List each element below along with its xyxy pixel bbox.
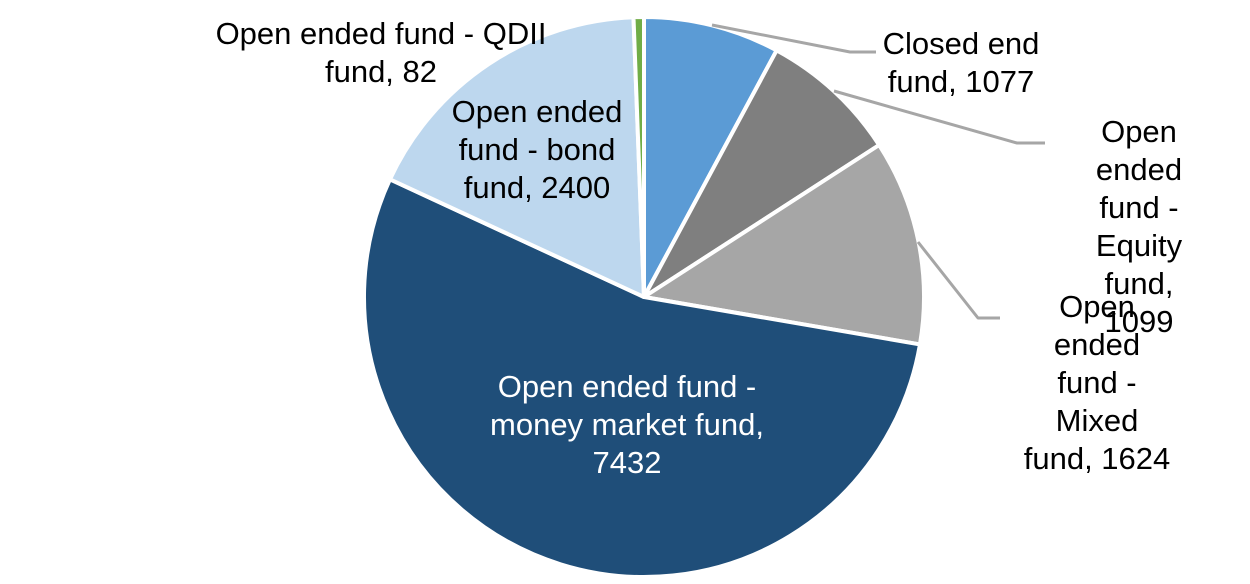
pie-label-money-market-fund: Open ended fund - money market fund, 743… — [490, 369, 764, 480]
pie-label-closed-end-fund: Closed end fund, 1077 — [882, 26, 1040, 99]
pie-label-qdii-fund: Open ended fund - QDII fund, 82 — [215, 16, 547, 89]
pie-slice-open-ended-fund-equity-fund — [642, 48, 882, 299]
leader-line-closed-end-fund — [711, 23, 876, 54]
pie-slice-open-ended-fund-bond-fund — [387, 15, 646, 299]
leader-line-open-ended-fund-mixed-fund — [916, 241, 1000, 320]
pie-label-equity-fund: Open ended fund - Equity fund, 1099 — [1095, 114, 1183, 339]
pie-slice-open-ended-fund-money-market-fund — [362, 177, 922, 579]
pie-label-mixed-fund: Open ended fund - Mixed fund, 1624 — [1023, 289, 1171, 476]
pie-slice-open-ended-fund-mixed-fund — [642, 143, 926, 347]
leader-line-open-ended-fund-equity-fund — [833, 89, 1045, 145]
pie-slice-open-ended-fund-qdii-fund — [631, 15, 646, 299]
pie-label-bond-fund: Open ended fund - bond fund, 2400 — [451, 94, 623, 205]
